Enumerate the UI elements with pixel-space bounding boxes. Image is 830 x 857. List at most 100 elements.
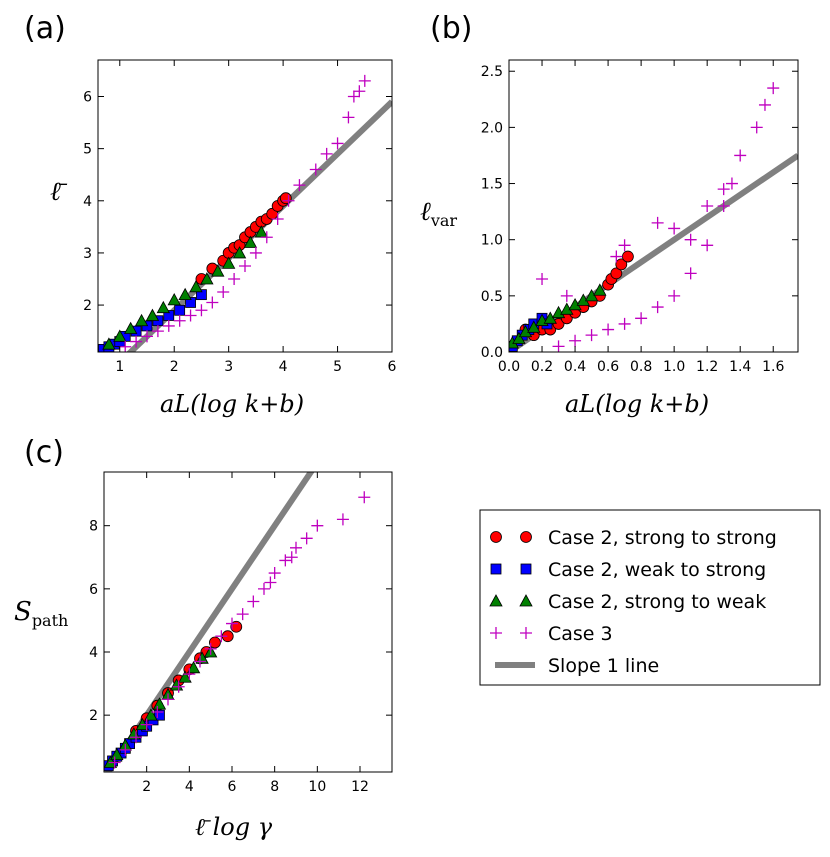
- data-point: [282, 194, 295, 207]
- data-point: [141, 330, 153, 343]
- data-point: [211, 264, 225, 277]
- legend-label: Slope 1 line: [548, 655, 659, 677]
- data-point: [195, 651, 209, 664]
- data-point: [331, 137, 344, 150]
- x-tick-label: 0.0: [498, 359, 520, 375]
- data-point: [221, 256, 236, 269]
- data-point: [618, 317, 631, 330]
- y-tick-label: 0.5: [481, 289, 503, 305]
- data-point: [169, 678, 184, 691]
- data-point: [569, 334, 582, 347]
- data-point: [226, 617, 238, 630]
- data-point: [167, 293, 181, 306]
- data-point: [585, 329, 598, 342]
- data-point: [610, 250, 623, 263]
- y-tick-label: 1.0: [481, 233, 503, 249]
- x-tick-label: 4: [279, 359, 288, 375]
- data-point: [750, 121, 763, 134]
- panel-c-label: (c): [24, 435, 64, 470]
- data-point: [651, 216, 664, 229]
- data-point: [151, 706, 164, 718]
- data-point: [347, 90, 360, 103]
- x-tick-label: 10: [308, 779, 326, 795]
- data-point: [309, 163, 322, 176]
- data-point: [536, 273, 549, 285]
- data-point: [236, 608, 249, 621]
- data-point: [320, 147, 333, 160]
- x-tick-label: 0.2: [531, 359, 553, 375]
- legend-marker: [490, 627, 502, 639]
- x-tick-label: 12: [351, 779, 369, 795]
- data-point: [239, 259, 251, 272]
- legend-marker: [519, 594, 533, 607]
- data-point: [130, 731, 142, 744]
- data-point: [178, 287, 192, 301]
- data-points: [509, 82, 780, 352]
- data-point: [140, 718, 153, 731]
- y-tick-label: 8: [89, 519, 98, 535]
- data-point: [668, 222, 681, 235]
- data-point: [717, 183, 730, 196]
- data-point: [701, 239, 714, 252]
- data-point: [247, 595, 260, 608]
- data-point: [200, 272, 214, 285]
- panel-a-ylabel: ℓ̄: [50, 177, 68, 207]
- data-point: [102, 337, 116, 350]
- data-point: [264, 576, 277, 589]
- y-tick-label: 4: [89, 645, 98, 661]
- panel-a: (a) ℓ̄ aL(log k+b) 1 2 3 4 5 6 2 3 4 5 6: [24, 11, 397, 418]
- data-point: [268, 567, 281, 580]
- data-point: [119, 743, 132, 756]
- data-point: [249, 246, 262, 259]
- data-point: [684, 233, 697, 246]
- y-tick-label: 3: [83, 246, 92, 262]
- panel-b-label: (b): [430, 11, 472, 46]
- data-point: [162, 693, 174, 706]
- y-tick-label: 1.5: [481, 177, 503, 193]
- x-tick-label: 4: [185, 779, 194, 795]
- legend-marker: [490, 563, 502, 575]
- legend-label: Case 2, strong to weak: [548, 591, 766, 613]
- data-point: [290, 541, 302, 554]
- x-tick-label: 0.8: [630, 359, 652, 375]
- plot-frame: [103, 471, 393, 773]
- x-tick-label: 8: [270, 779, 279, 795]
- data-point: [635, 312, 648, 325]
- data-point: [119, 340, 132, 352]
- data-point: [258, 582, 270, 595]
- data-point: [156, 300, 171, 314]
- data-point: [668, 289, 681, 302]
- y-tick-label: 5: [83, 142, 92, 158]
- data-point: [174, 304, 186, 316]
- data-point: [527, 320, 541, 333]
- data-point: [217, 286, 230, 299]
- data-point: [734, 149, 747, 162]
- legend-marker: [520, 563, 532, 575]
- data-point: [189, 279, 203, 293]
- panel-c-xlabel: ℓ̄ log γ: [195, 813, 273, 841]
- data-point: [134, 313, 149, 327]
- data-point: [293, 179, 306, 192]
- x-tick-label: 0.4: [564, 359, 586, 375]
- data-point: [342, 111, 355, 124]
- legend-label: Case 2, strong to strong: [548, 527, 777, 549]
- data-point: [243, 235, 258, 248]
- x-tick-label: 1.4: [729, 359, 751, 375]
- y-tick-label: 6: [89, 582, 98, 598]
- legend-label: Case 3: [548, 623, 613, 645]
- x-tick-label: 5: [333, 359, 342, 375]
- legend-marker: [520, 627, 532, 639]
- data-point: [684, 267, 697, 280]
- data-point: [512, 331, 526, 344]
- y-tick-label: 0.0: [481, 345, 503, 361]
- data-point: [767, 82, 780, 95]
- data-point: [232, 246, 247, 259]
- data-point: [358, 74, 371, 87]
- data-point: [215, 630, 228, 643]
- data-point: [130, 335, 143, 348]
- data-point: [152, 697, 167, 710]
- data-point: [127, 727, 141, 740]
- x-tick-label: 6: [388, 359, 397, 375]
- x-tick-label: 1.0: [663, 359, 685, 375]
